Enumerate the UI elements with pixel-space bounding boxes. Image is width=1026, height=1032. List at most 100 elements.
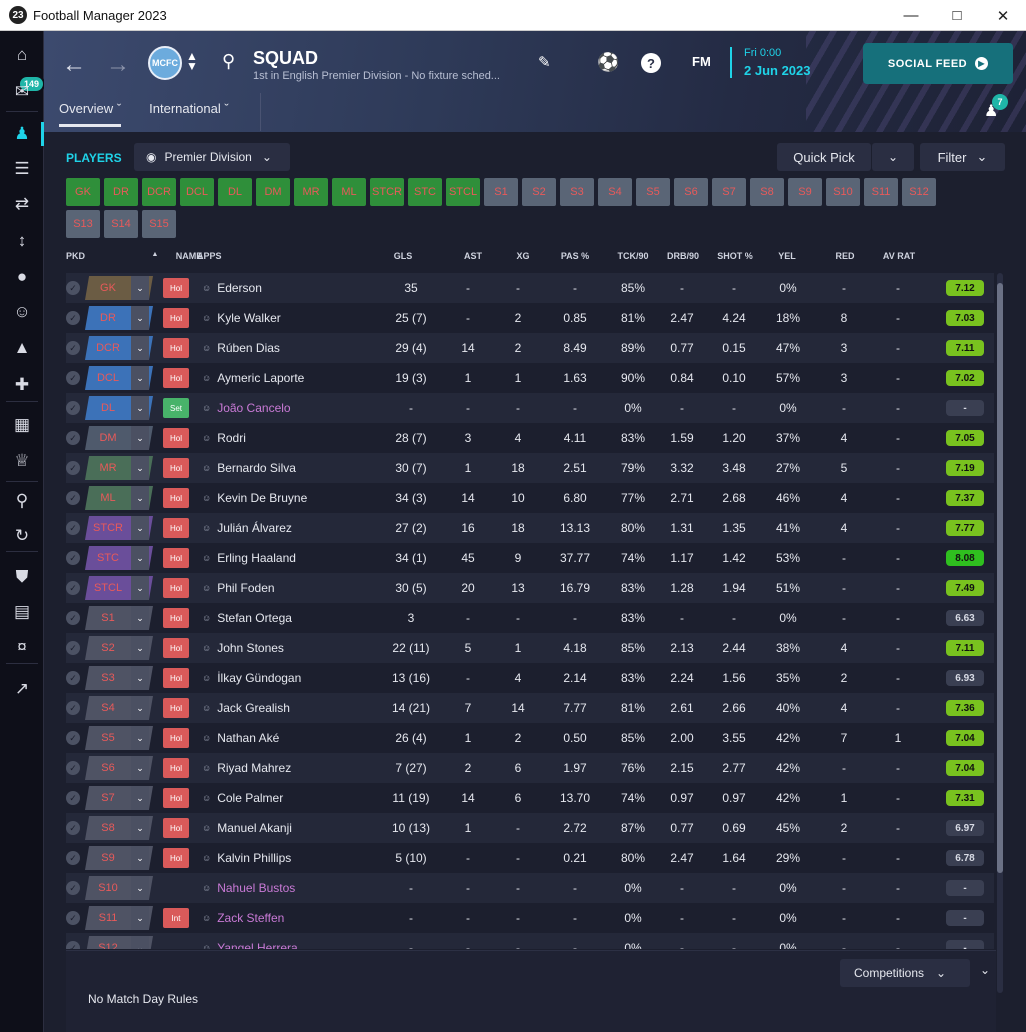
table-row[interactable]: ✓ S4 ⌄ Hol ☺ Jack Grealish 14 (21) 7 14 7.77 81% 2.…	[66, 693, 994, 723]
influence-badge[interactable]: Hol	[163, 638, 189, 658]
picked-check-icon[interactable]: ✓	[66, 821, 80, 835]
position-dropdown[interactable]: S12 ⌄	[85, 936, 153, 949]
position-slot-mr[interactable]: MR	[294, 178, 328, 206]
influence-badge[interactable]: Hol	[163, 548, 189, 568]
table-row[interactable]: ✓ MR ⌄ Hol ☺ Bernardo Silva 30 (7) 1 18 2.51 79% 3.…	[66, 453, 994, 483]
filter-button[interactable]: Filter ⌄	[920, 143, 1005, 171]
influence-badge[interactable]: Hol	[163, 338, 189, 358]
picked-check-icon[interactable]: ✓	[66, 611, 80, 625]
table-row[interactable]: ✓ S1 ⌄ Hol ☺ Stefan Ortega 3 - - - 83% - - 0% - - 6.63	[66, 603, 994, 633]
table-row[interactable]: ✓ STCR ⌄ Hol ☺ Julián Álvarez 27 (2) 16 18 13.13 8…	[66, 513, 994, 543]
player-name[interactable]: João Cancelo	[217, 401, 291, 415]
squad-icon[interactable]: ♟	[0, 116, 44, 152]
position-slot-s2[interactable]: S2	[522, 178, 556, 206]
influence-badge[interactable]: Hol	[163, 308, 189, 328]
col-header-ast[interactable]: XG	[516, 251, 530, 261]
picked-check-icon[interactable]: ✓	[66, 941, 80, 949]
globe-icon[interactable]: ⚽	[597, 52, 620, 72]
picked-check-icon[interactable]: ✓	[66, 791, 80, 805]
minimize-icon[interactable]: —	[903, 7, 919, 24]
position-dropdown[interactable]: S7 ⌄	[85, 786, 153, 810]
quick-pick-button[interactable]: Quick Pick	[777, 143, 871, 171]
influence-badge[interactable]: Hol	[163, 758, 189, 778]
col-header-pkd[interactable]: PKD	[66, 251, 86, 261]
col-header-name[interactable]: APPS	[197, 251, 222, 261]
training-icon[interactable]: ▲	[13, 338, 31, 357]
position-slot-s5[interactable]: S5	[636, 178, 670, 206]
help-icon[interactable]: ?	[641, 53, 661, 73]
club-vision-icon[interactable]: ▤	[13, 602, 31, 621]
influence-badge[interactable]: Hol	[163, 728, 189, 748]
finances-icon[interactable]: ¤	[17, 637, 27, 656]
fm-menu-icon[interactable]: FM	[692, 54, 711, 69]
close-icon[interactable]: ✕	[996, 7, 1010, 25]
position-dropdown[interactable]: DCL ⌄	[85, 366, 153, 390]
picked-check-icon[interactable]: ✓	[66, 401, 80, 415]
player-name[interactable]: Jack Grealish	[217, 701, 290, 715]
transfer-center-icon[interactable]: ↻	[14, 526, 30, 545]
player-name[interactable]: Kevin De Bruyne	[217, 491, 308, 505]
data-hub-icon[interactable]: ●	[16, 267, 28, 286]
player-name[interactable]: Yangel Herrera	[217, 941, 298, 949]
position-dropdown[interactable]: STCL ⌄	[85, 576, 153, 600]
staff-icon[interactable]: ☺	[13, 302, 31, 321]
position-dropdown[interactable]: S3 ⌄	[85, 666, 153, 690]
position-dropdown[interactable]: S4 ⌄	[85, 696, 153, 720]
table-scrollbar[interactable]	[997, 273, 1003, 993]
medical-icon[interactable]: ✚	[14, 375, 30, 394]
transfers-icon[interactable]: ⇄	[14, 194, 30, 213]
col-header-red[interactable]: AV RAT	[882, 251, 916, 261]
player-name[interactable]: Nahuel Bustos	[217, 881, 296, 895]
position-slot-s12[interactable]: S12	[902, 178, 936, 206]
player-name[interactable]: Kalvin Phillips	[217, 851, 292, 865]
influence-badge[interactable]: Set	[163, 398, 189, 418]
influence-badge[interactable]: Int	[163, 908, 189, 928]
position-slot-dcr[interactable]: DCR	[142, 178, 176, 206]
position-dropdown[interactable]: S6 ⌄	[85, 756, 153, 780]
col-header-tck[interactable]: DRB/90	[666, 251, 699, 261]
player-name[interactable]: John Stones	[217, 641, 284, 655]
position-dropdown[interactable]: STCR ⌄	[85, 516, 153, 540]
club-info-icon[interactable]: ⛊	[15, 567, 29, 586]
position-slot-s15[interactable]: S15	[142, 210, 176, 238]
player-name[interactable]: Manuel Akanji	[217, 821, 292, 835]
position-dropdown[interactable]: S2 ⌄	[85, 636, 153, 660]
picked-check-icon[interactable]: ✓	[66, 371, 80, 385]
player-name[interactable]: Rúben Dias	[217, 341, 280, 355]
table-row[interactable]: ✓ GK ⌄ Hol ☺ Ederson 35 - - - 85% - - 0% - - 7.12	[66, 273, 994, 303]
col-header-gls[interactable]: AST	[464, 251, 482, 261]
table-row[interactable]: ✓ STC ⌄ Hol ☺ Erling Haaland 34 (1) 45 9 37.77 74%…	[66, 543, 994, 573]
position-slot-s6[interactable]: S6	[674, 178, 708, 206]
player-name[interactable]: Erling Haaland	[217, 551, 296, 565]
picked-check-icon[interactable]: ✓	[66, 671, 80, 685]
position-slot-s9[interactable]: S9	[788, 178, 822, 206]
table-row[interactable]: ✓ S8 ⌄ Hol ☺ Manuel Akanji 10 (13) 1 - 2.72 87% 0.7…	[66, 813, 994, 843]
inbox-icon[interactable]: ✉	[14, 82, 30, 101]
player-name[interactable]: Aymeric Laporte	[217, 371, 305, 385]
position-dropdown[interactable]: S5 ⌄	[85, 726, 153, 750]
schedule-icon[interactable]: ▦	[13, 415, 31, 434]
picked-check-icon[interactable]: ✓	[66, 581, 80, 595]
position-slot-s7[interactable]: S7	[712, 178, 746, 206]
expand-chevron-icon[interactable]: ⌄	[980, 963, 991, 977]
tab-overview[interactable]: Overview ˇ	[59, 101, 122, 127]
influence-badge[interactable]: Hol	[163, 368, 189, 388]
maximize-icon[interactable]: □	[952, 7, 962, 24]
player-name[interactable]: Cole Palmer	[217, 791, 284, 805]
influence-badge[interactable]: Hol	[163, 848, 189, 868]
col-header-xg[interactable]: PAS %	[560, 251, 590, 261]
col-header-drb[interactable]: SHOT %	[717, 251, 753, 261]
position-slot-s10[interactable]: S10	[826, 178, 860, 206]
back-icon[interactable]: ←	[62, 51, 86, 78]
table-row[interactable]: ✓ DL ⌄ Set ☺ João Cancelo - - - - 0% - - 0% - - -	[66, 393, 994, 423]
position-dropdown[interactable]: STC ⌄	[85, 546, 153, 570]
position-slot-s8[interactable]: S8	[750, 178, 784, 206]
position-dropdown[interactable]: DR ⌄	[85, 306, 153, 330]
position-dropdown[interactable]: S1 ⌄	[85, 606, 153, 630]
position-dropdown[interactable]: ML ⌄	[85, 486, 153, 510]
table-row[interactable]: ✓ DM ⌄ Hol ☺ Rodri 28 (7) 3 4 4.11 83% 1.59 1.20 37% 4…	[66, 423, 994, 453]
picked-check-icon[interactable]: ✓	[66, 731, 80, 745]
player-icon[interactable]: ↕	[17, 231, 27, 250]
competitions-dropdown[interactable]: Competitions ⌄	[840, 959, 970, 987]
picked-check-icon[interactable]: ✓	[66, 761, 80, 775]
